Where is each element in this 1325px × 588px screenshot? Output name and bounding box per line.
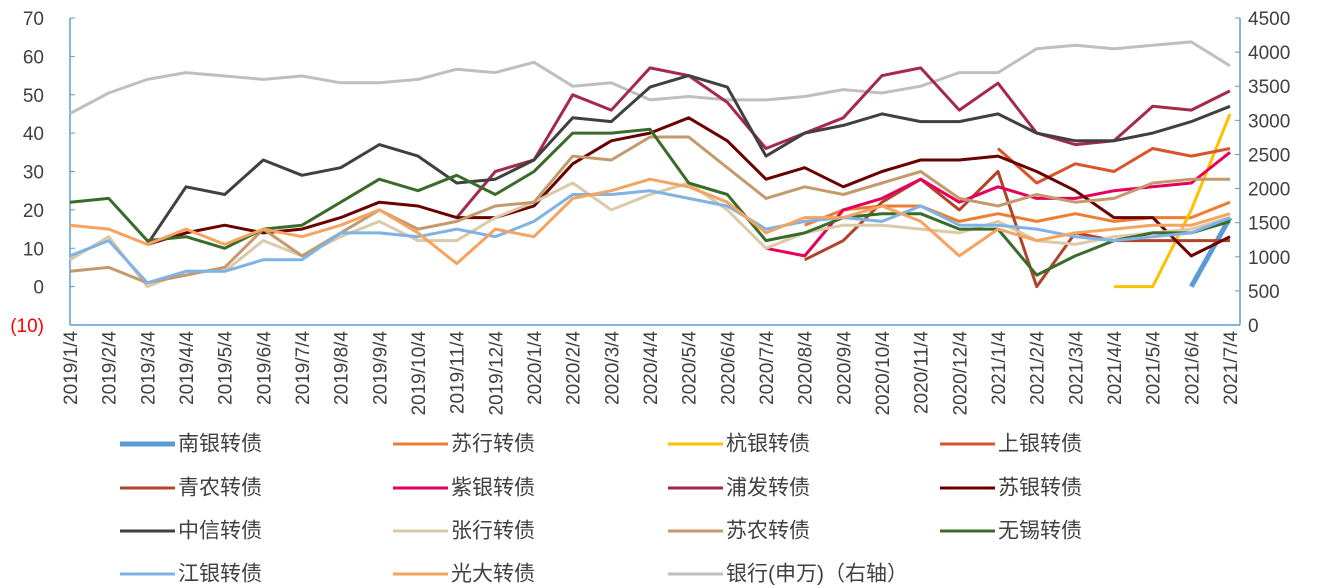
legend-label: 苏银转债 [998, 477, 1082, 500]
x-tick-label: 2020/9/4 [834, 331, 855, 405]
legend-label: 江银转债 [178, 563, 262, 586]
y-tick-label: 60 [23, 47, 44, 68]
y2-tick-label: 0 [1248, 316, 1259, 337]
x-tick-label: 2020/2/4 [564, 331, 585, 405]
series-line [69, 40, 1231, 115]
y-tick-label: 40 [23, 124, 44, 145]
x-tick-label: 2021/5/4 [1144, 331, 1165, 405]
x-tick-label: 2020/7/4 [757, 331, 778, 405]
x-tick-label: 2020/12/4 [950, 331, 971, 416]
legend-label: 中信转债 [178, 520, 262, 543]
y2-tick-label: 500 [1248, 282, 1280, 303]
x-tick-label: 2019/3/4 [138, 331, 159, 405]
x-tick-label: 2019/4/4 [177, 331, 198, 405]
y-tick-label: (10) [10, 316, 44, 337]
x-tick-label: 2019/2/4 [100, 331, 121, 405]
x-tick-label: 2020/10/4 [873, 331, 894, 416]
series-line [765, 151, 1231, 258]
x-tick-label: 2021/2/4 [1028, 331, 1049, 405]
x-tick-label: 2020/3/4 [602, 331, 623, 405]
x-tick-label: 2019/11/4 [448, 331, 469, 415]
y-tick-label: 70 [23, 9, 44, 30]
legend-label: 紫银转债 [451, 477, 535, 500]
series-line [69, 127, 1231, 277]
series-line [1189, 216, 1233, 288]
x-tick-label: 2021/6/4 [1182, 331, 1203, 405]
x-tick-label: 2020/6/4 [718, 331, 739, 405]
legend-label: 苏农转债 [726, 520, 810, 543]
x-tick-label: 2021/4/4 [1105, 331, 1126, 405]
y2-tick-label: 4500 [1248, 9, 1290, 30]
x-tick-label: 2019/12/4 [486, 331, 507, 416]
y-tick-label: 30 [23, 163, 44, 184]
y2-tick-label: 2500 [1248, 145, 1290, 166]
x-tick-label: 2019/9/4 [370, 331, 391, 405]
legend-label: 无锡转债 [998, 520, 1082, 543]
legend-label: 青农转债 [178, 477, 262, 500]
y-tick-label: 0 [33, 278, 44, 299]
x-tick-label: 2021/7/4 [1221, 331, 1242, 405]
x-tick-label: 2020/5/4 [680, 331, 701, 405]
legend-label: 银行(申万)（右轴） [726, 563, 908, 586]
x-tick-label: 2019/1/4 [61, 331, 82, 405]
x-tick-label: 2019/10/4 [409, 331, 430, 416]
legend-label: 杭银转债 [726, 433, 810, 456]
legend-label: 浦发转债 [726, 477, 810, 500]
series-line [69, 177, 1231, 266]
legend-label: 上银转债 [998, 433, 1082, 456]
y2-tick-label: 3500 [1248, 77, 1290, 98]
x-tick-label: 2019/7/4 [293, 331, 314, 405]
y2-tick-label: 4000 [1248, 43, 1290, 64]
legend-label: 光大转债 [451, 563, 535, 586]
x-tick-label: 2021/3/4 [1066, 331, 1087, 405]
x-tick-label: 2019/8/4 [332, 331, 353, 405]
series-line [146, 116, 1231, 258]
y-tick-label: 50 [23, 86, 44, 107]
legend-label: 苏行转债 [451, 433, 535, 456]
series-line [146, 74, 1231, 246]
x-tick-label: 2019/5/4 [216, 331, 237, 405]
y2-tick-label: 3000 [1248, 111, 1290, 132]
y-tick-label: 20 [23, 201, 44, 222]
x-tick-label: 2020/4/4 [641, 331, 662, 405]
x-tick-label: 2020/11/4 [912, 331, 933, 415]
series-line [69, 189, 1231, 285]
x-tick-label: 2020/1/4 [525, 331, 546, 405]
x-tick-label: 2021/1/4 [989, 331, 1010, 405]
series-line [1114, 113, 1232, 289]
legend-label: 南银转债 [178, 433, 262, 456]
y2-tick-label: 2000 [1248, 180, 1290, 201]
y-tick-label: 10 [23, 239, 44, 260]
legend-label: 张行转债 [451, 520, 535, 543]
y2-tick-label: 1000 [1248, 248, 1290, 269]
series-line [997, 147, 1231, 185]
y2-tick-label: 1500 [1248, 214, 1290, 235]
x-tick-label: 2020/8/4 [796, 331, 817, 405]
x-tick-label: 2019/6/4 [254, 331, 275, 405]
